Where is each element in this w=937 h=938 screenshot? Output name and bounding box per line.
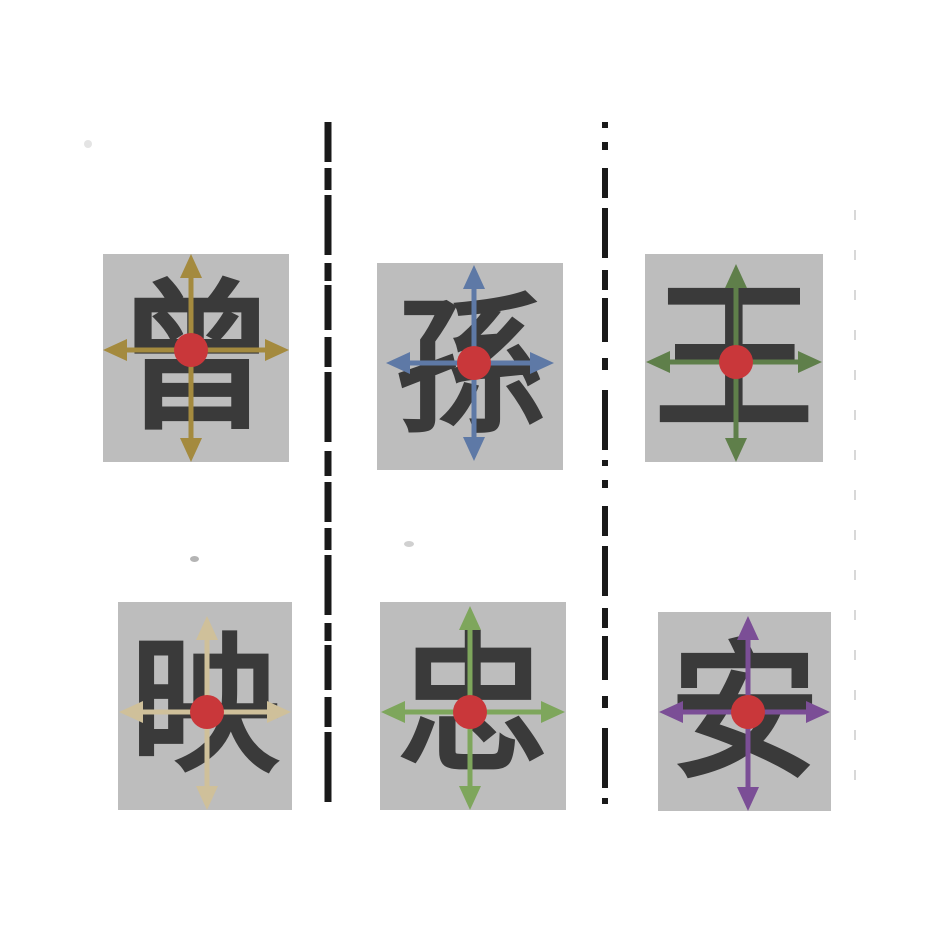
direction-cross — [386, 265, 554, 461]
direction-cross — [659, 616, 830, 811]
character-tile: 孫 — [377, 263, 563, 470]
column-divider-left — [324, 122, 332, 804]
direction-cross — [119, 616, 291, 810]
character-tile: 安 — [658, 612, 831, 811]
character-tile: 王 — [645, 254, 823, 462]
faint-edge-line — [854, 210, 856, 810]
character-tile: 忠 — [380, 602, 566, 810]
scan-speck — [404, 541, 414, 547]
scan-speck — [190, 556, 199, 562]
scan-speck — [84, 140, 92, 148]
direction-cross — [103, 254, 289, 462]
direction-cross — [646, 264, 822, 462]
character-tile: 曾 — [103, 254, 289, 462]
direction-cross — [381, 606, 565, 810]
column-divider-right — [602, 122, 608, 804]
character-tile: 映 — [118, 602, 292, 810]
